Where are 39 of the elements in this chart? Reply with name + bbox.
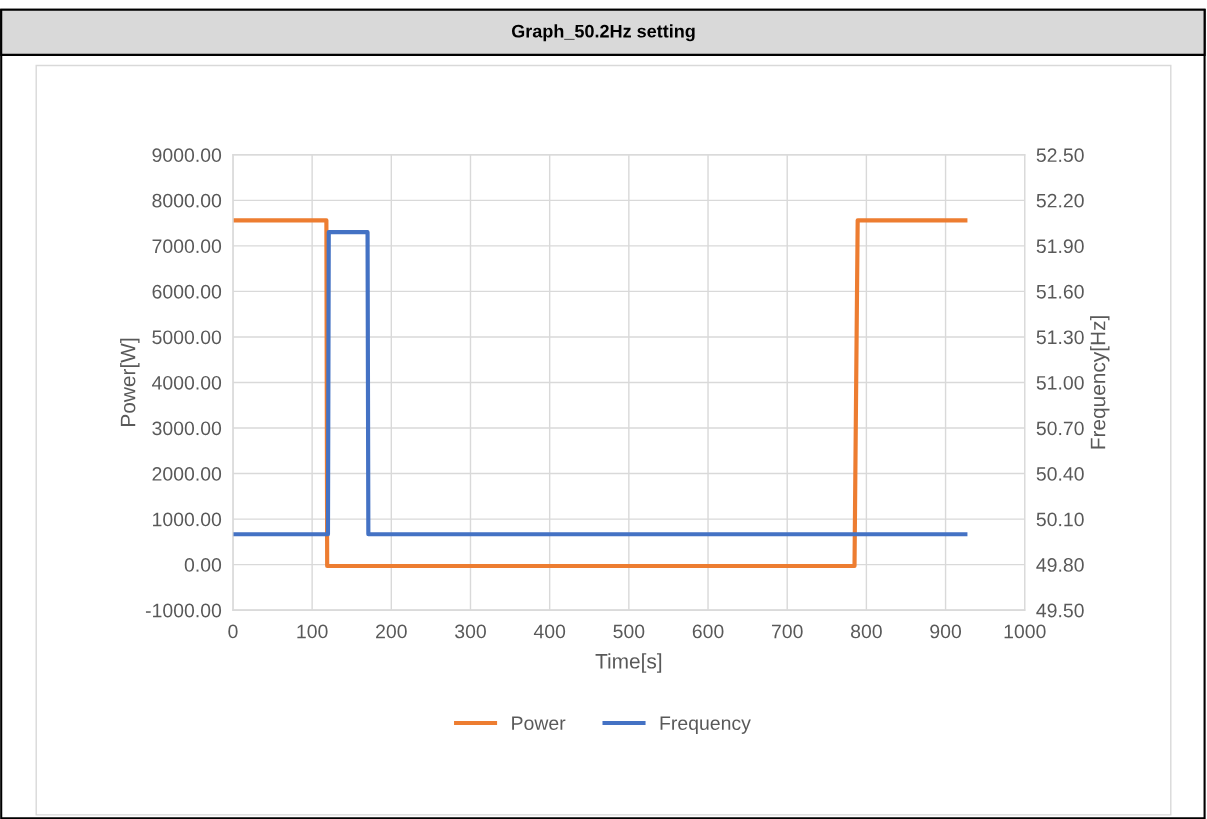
y-tick-label: 6000.00 — [152, 284, 222, 299]
legend-label: Frequency — [660, 716, 751, 734]
x-tick-label: 0 — [228, 624, 238, 639]
y-tick-label: 7000.00 — [152, 239, 222, 254]
y-tick-label: 3000.00 — [152, 421, 222, 436]
y2-axis-title: Frequency[Hz] — [1090, 316, 1110, 449]
y-axis-title: Power[W] — [120, 338, 140, 426]
y2-tick-label: 50.40 — [1036, 467, 1084, 481]
y2-tick-label: 52.20 — [1036, 193, 1084, 208]
legend-label: Power — [512, 716, 566, 731]
x-axis-title: Time[s] — [595, 653, 662, 673]
y2-tick-label: 49.80 — [1036, 558, 1084, 572]
y-tick-label: 2000.00 — [152, 467, 222, 481]
x-tick-label: 100 — [297, 624, 328, 639]
y-tick-label: 4000.00 — [152, 375, 222, 390]
y-tick-label: 9000.00 — [152, 148, 222, 163]
y-tick-label: 8000.00 — [152, 193, 222, 208]
x-tick-label: 700 — [771, 624, 803, 639]
y2-tick-label: 51.60 — [1036, 284, 1084, 299]
x-tick-label: 400 — [533, 624, 566, 639]
y2-tick-label: 51.90 — [1036, 239, 1084, 254]
x-tick-label: 500 — [613, 624, 645, 639]
y-tick-label: 5000.00 — [152, 330, 222, 345]
x-tick-label: 600 — [692, 624, 724, 639]
y2-tick-label: 49.50 — [1036, 603, 1084, 618]
x-tick-label: 300 — [455, 624, 486, 639]
y-tick-label: 0.00 — [184, 558, 222, 572]
y2-tick-label: 52.50 — [1036, 148, 1084, 163]
x-tick-label: 800 — [851, 624, 882, 639]
chart-title: Graph_50.2Hz setting — [511, 24, 695, 42]
x-tick-label: 200 — [376, 624, 407, 639]
y-tick-label: -1000.00 — [145, 603, 222, 618]
y2-tick-label: 51.00 — [1036, 375, 1084, 390]
y-tick-label: 1000.00 — [153, 512, 222, 527]
x-tick-label: 1000 — [1004, 624, 1046, 639]
y2-tick-label: 50.70 — [1036, 421, 1084, 436]
y2-tick-label: 50.10 — [1036, 512, 1084, 527]
x-tick-label: 900 — [930, 624, 962, 639]
y2-tick-label: 51.30 — [1036, 330, 1084, 345]
